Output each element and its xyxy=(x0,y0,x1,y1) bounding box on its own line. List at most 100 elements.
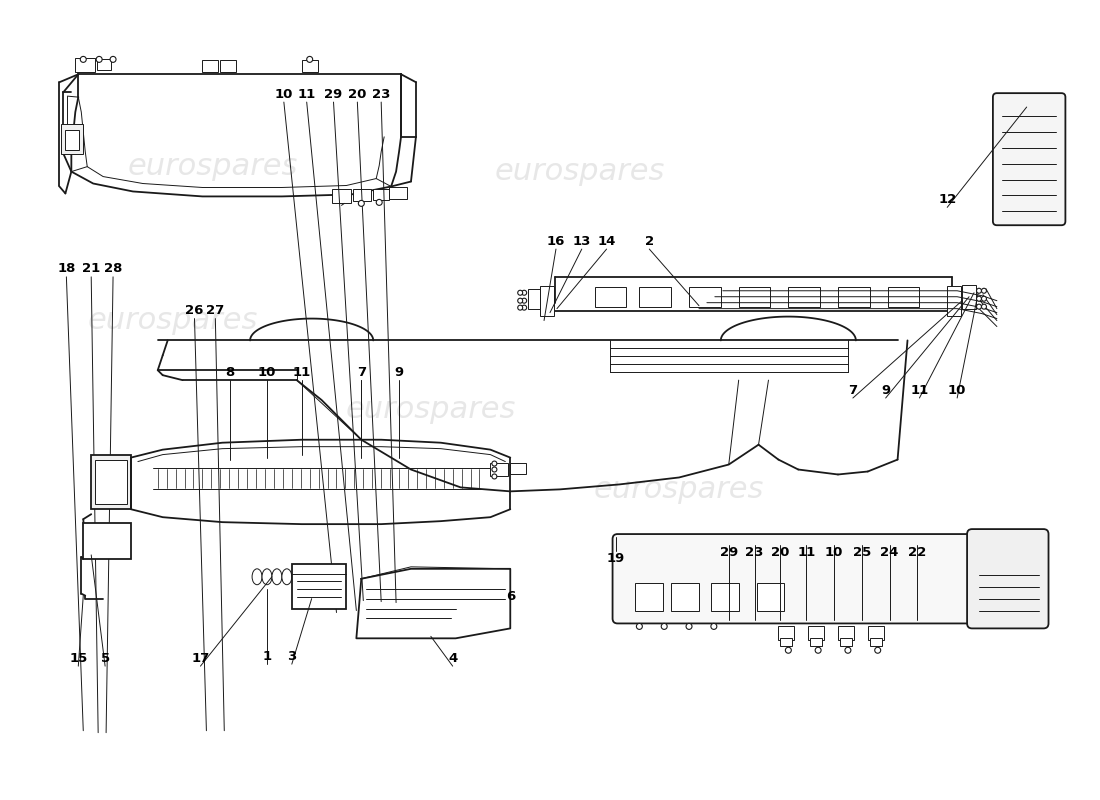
Bar xyxy=(389,187,407,199)
Text: 11: 11 xyxy=(298,88,316,101)
Bar xyxy=(840,638,851,646)
Bar xyxy=(962,285,976,309)
Text: 24: 24 xyxy=(880,546,899,559)
Text: 9: 9 xyxy=(881,383,890,397)
Text: 10: 10 xyxy=(257,366,276,378)
Circle shape xyxy=(711,623,717,630)
Circle shape xyxy=(845,647,851,654)
Circle shape xyxy=(518,298,522,303)
Circle shape xyxy=(307,57,312,62)
Circle shape xyxy=(977,304,981,309)
Circle shape xyxy=(977,288,981,294)
Bar xyxy=(220,60,236,72)
Bar xyxy=(202,60,218,72)
Circle shape xyxy=(661,623,668,630)
Circle shape xyxy=(518,290,522,295)
Bar xyxy=(870,638,882,646)
Text: 10: 10 xyxy=(275,88,293,101)
Text: 20: 20 xyxy=(771,546,790,559)
Circle shape xyxy=(376,199,382,206)
Ellipse shape xyxy=(262,569,272,585)
Text: 23: 23 xyxy=(746,546,763,559)
Text: eurospares: eurospares xyxy=(128,152,297,181)
Circle shape xyxy=(785,647,791,654)
Circle shape xyxy=(110,57,115,62)
Text: 29: 29 xyxy=(324,88,342,101)
Bar xyxy=(739,286,770,306)
Text: 19: 19 xyxy=(606,552,625,566)
Text: 7: 7 xyxy=(848,383,857,397)
Circle shape xyxy=(977,296,981,301)
Circle shape xyxy=(359,200,364,206)
Ellipse shape xyxy=(292,569,301,585)
Bar xyxy=(838,626,854,640)
Text: 1: 1 xyxy=(263,650,272,662)
Bar xyxy=(711,582,739,610)
Circle shape xyxy=(686,623,692,630)
Circle shape xyxy=(80,57,86,62)
Text: 10: 10 xyxy=(825,546,844,559)
Bar xyxy=(491,462,508,477)
Bar xyxy=(811,638,822,646)
Text: 6: 6 xyxy=(506,590,515,603)
FancyBboxPatch shape xyxy=(613,534,972,623)
Bar xyxy=(540,286,554,315)
Circle shape xyxy=(815,647,821,654)
Bar xyxy=(75,58,96,72)
Text: 8: 8 xyxy=(226,366,235,378)
Bar xyxy=(331,190,351,203)
Circle shape xyxy=(521,298,527,303)
Text: 23: 23 xyxy=(372,88,390,101)
Text: 28: 28 xyxy=(103,262,122,275)
Bar xyxy=(84,523,131,559)
Text: 3: 3 xyxy=(287,650,296,662)
Bar xyxy=(97,59,111,70)
Text: 5: 5 xyxy=(100,652,110,665)
Circle shape xyxy=(492,461,497,466)
Text: 20: 20 xyxy=(349,88,366,101)
Bar xyxy=(91,454,131,510)
Text: 12: 12 xyxy=(938,193,956,206)
Text: 27: 27 xyxy=(206,304,224,317)
Ellipse shape xyxy=(252,569,262,585)
Bar xyxy=(780,638,792,646)
Text: 2: 2 xyxy=(645,234,653,248)
Bar xyxy=(353,190,372,202)
Bar xyxy=(779,626,794,640)
Text: eurospares: eurospares xyxy=(495,157,666,186)
Bar xyxy=(789,286,821,306)
Text: 18: 18 xyxy=(57,262,76,275)
Circle shape xyxy=(518,305,522,310)
Text: eurospares: eurospares xyxy=(88,306,257,335)
Ellipse shape xyxy=(282,569,292,585)
Text: 4: 4 xyxy=(448,652,458,665)
Bar xyxy=(689,286,720,306)
Ellipse shape xyxy=(311,569,321,585)
Text: 29: 29 xyxy=(719,546,738,559)
Text: 26: 26 xyxy=(185,304,204,317)
Circle shape xyxy=(981,296,987,301)
Text: 15: 15 xyxy=(69,652,87,665)
Circle shape xyxy=(521,290,527,295)
Circle shape xyxy=(637,623,642,630)
Text: 10: 10 xyxy=(948,383,966,397)
Text: 25: 25 xyxy=(852,546,871,559)
Bar xyxy=(838,286,870,306)
Bar xyxy=(671,582,698,610)
Text: 11: 11 xyxy=(293,366,311,378)
Circle shape xyxy=(492,474,497,479)
Bar xyxy=(947,286,961,315)
Text: 16: 16 xyxy=(547,234,565,248)
Text: 13: 13 xyxy=(573,234,591,248)
Text: eurospares: eurospares xyxy=(594,475,764,504)
Bar xyxy=(301,60,318,72)
Ellipse shape xyxy=(272,569,282,585)
Bar xyxy=(528,289,540,309)
Text: 7: 7 xyxy=(356,366,366,378)
FancyBboxPatch shape xyxy=(967,529,1048,629)
Bar xyxy=(868,626,883,640)
Text: eurospares: eurospares xyxy=(345,395,516,425)
Bar xyxy=(888,286,920,306)
Circle shape xyxy=(521,305,527,310)
Text: 22: 22 xyxy=(909,546,926,559)
